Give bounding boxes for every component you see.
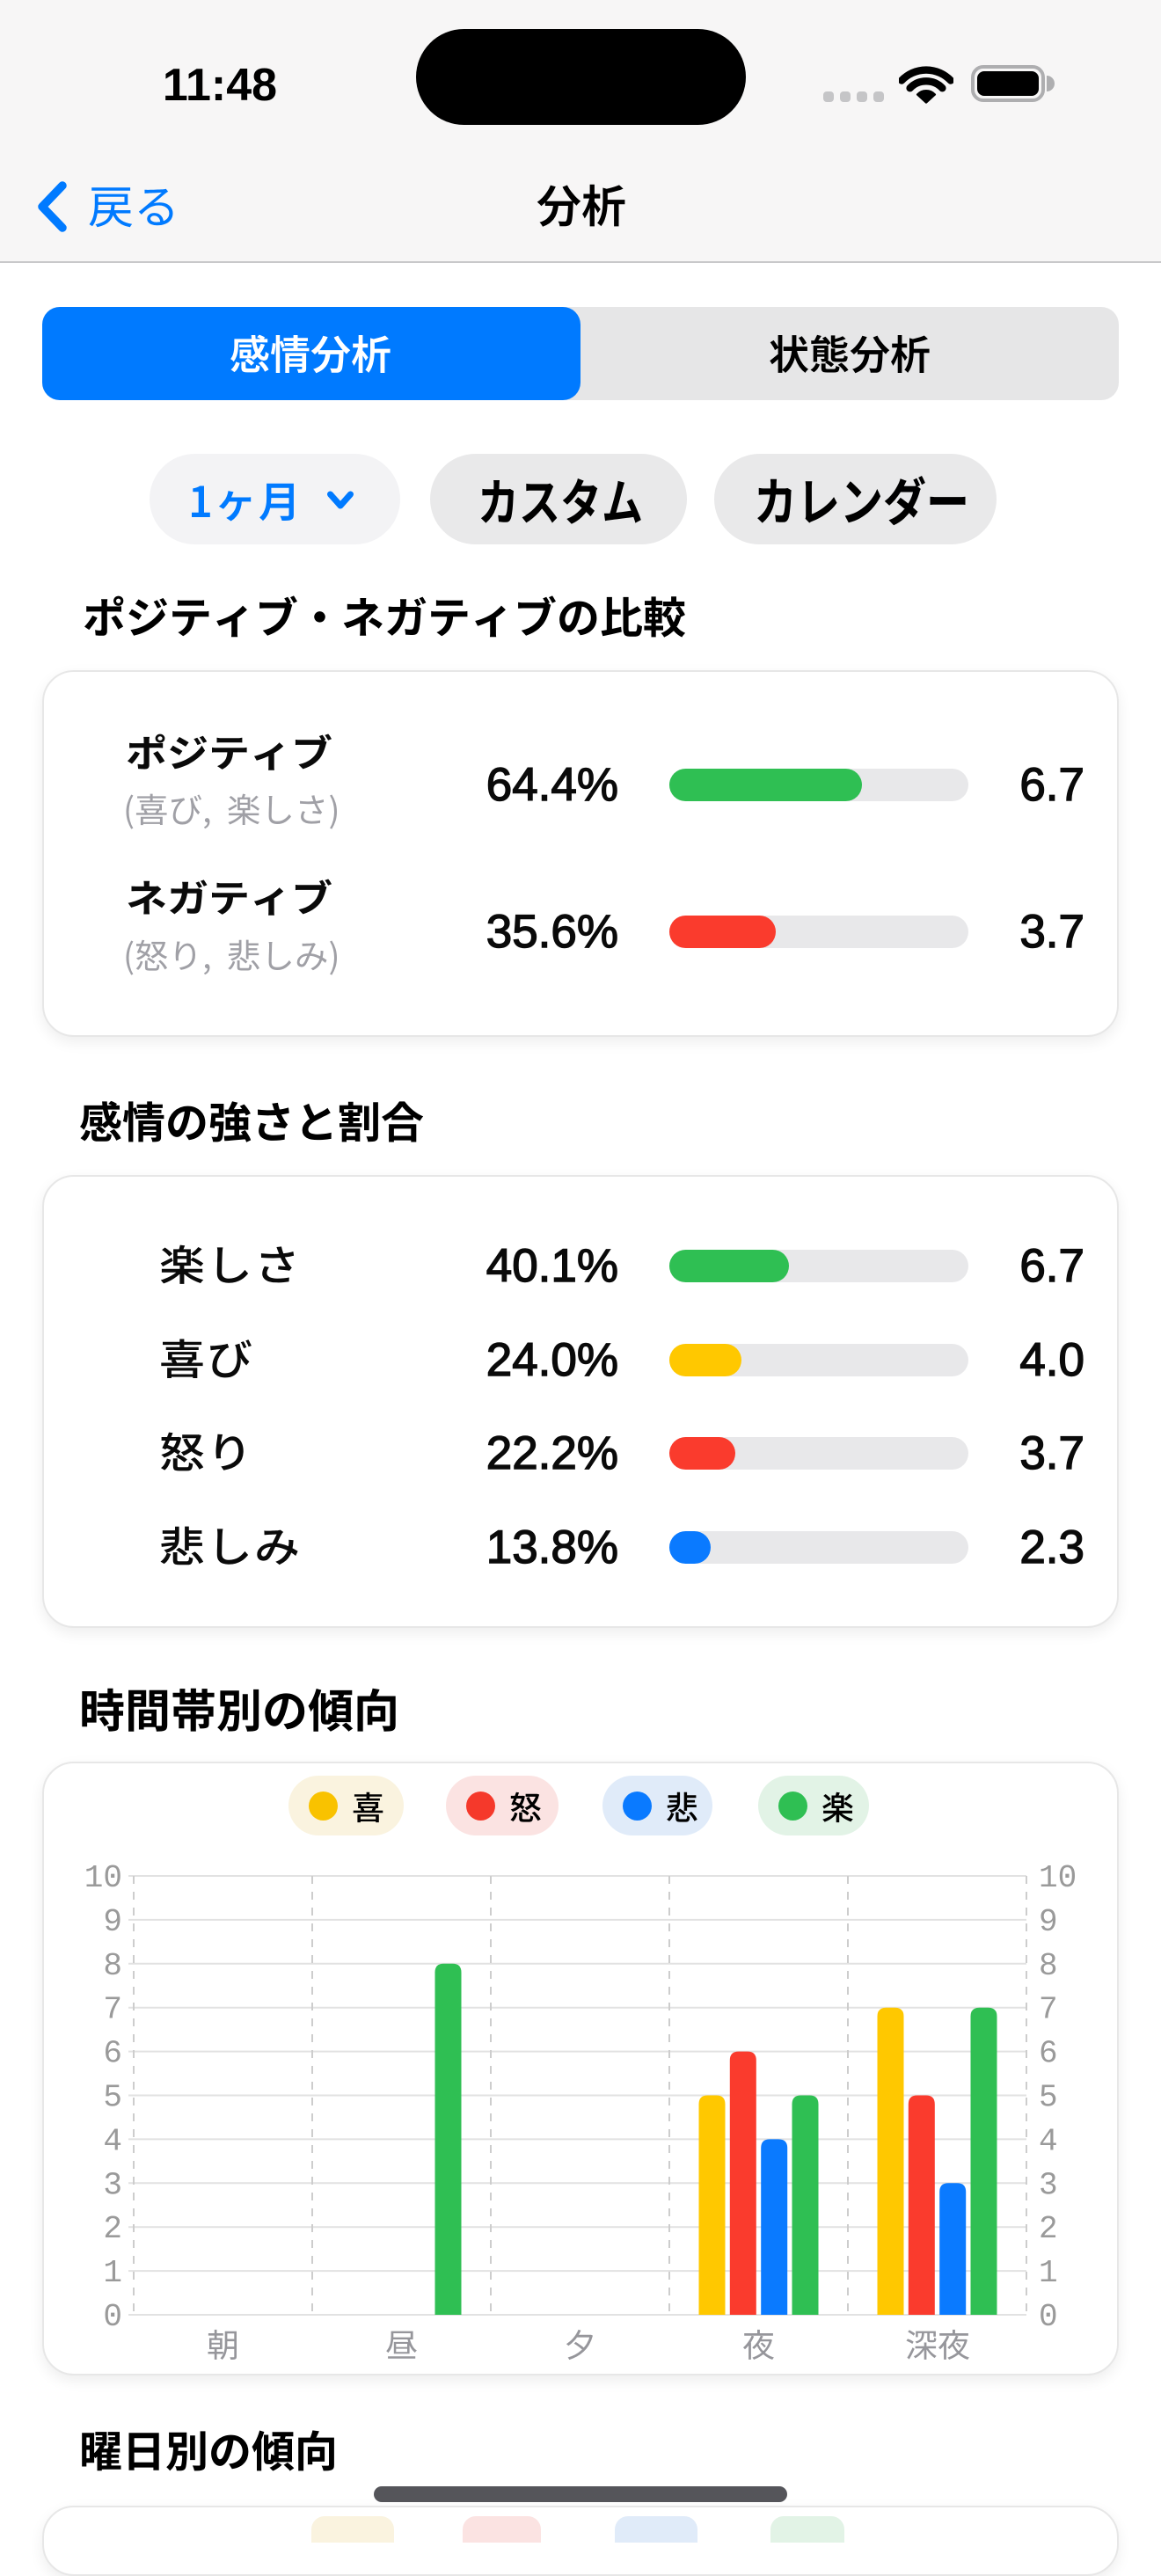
svg-text:7: 7 bbox=[1039, 1992, 1058, 2028]
svg-text:5: 5 bbox=[103, 2080, 122, 2116]
svg-text:0: 0 bbox=[103, 2299, 122, 2335]
svg-text:0: 0 bbox=[1039, 2299, 1058, 2335]
svg-text:2: 2 bbox=[103, 2211, 122, 2247]
svg-text:4: 4 bbox=[103, 2123, 122, 2159]
svg-text:6: 6 bbox=[1039, 2036, 1058, 2072]
svg-text:4: 4 bbox=[1039, 2123, 1058, 2159]
svg-text:7: 7 bbox=[103, 1992, 122, 2028]
svg-text:10: 10 bbox=[1039, 1860, 1077, 1896]
svg-text:3: 3 bbox=[1039, 2167, 1058, 2203]
svg-text:9: 9 bbox=[103, 1904, 122, 1940]
svg-text:8: 8 bbox=[1039, 1948, 1058, 1984]
svg-text:8: 8 bbox=[103, 1948, 122, 1984]
svg-text:9: 9 bbox=[1039, 1904, 1058, 1940]
svg-text:2: 2 bbox=[1039, 2211, 1058, 2247]
svg-text:10: 10 bbox=[84, 1860, 122, 1896]
svg-text:1: 1 bbox=[1039, 2255, 1058, 2291]
svg-text:5: 5 bbox=[1039, 2080, 1058, 2116]
svg-text:1: 1 bbox=[103, 2255, 122, 2291]
svg-text:3: 3 bbox=[103, 2167, 122, 2203]
svg-text:6: 6 bbox=[103, 2036, 122, 2072]
